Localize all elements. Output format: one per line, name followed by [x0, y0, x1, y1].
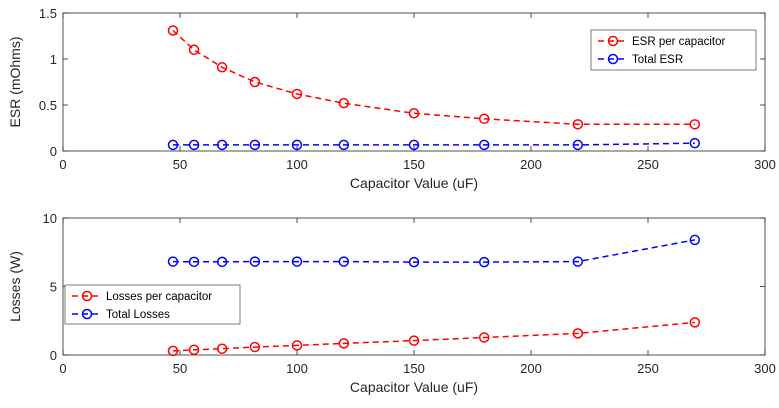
data-point: [216, 256, 228, 268]
y-tick-label: 0.5: [39, 98, 57, 113]
y-axis-label: Losses (W): [7, 251, 23, 322]
x-tick-label: 200: [520, 361, 542, 376]
data-point: [572, 256, 584, 267]
data-point: [689, 317, 701, 328]
y-axis-label: ESR (mOhms): [7, 37, 23, 128]
legend-marker: [81, 290, 93, 302]
data-point: [338, 139, 350, 151]
x-tick-label: 150: [403, 361, 425, 376]
data-point: [689, 234, 701, 246]
series-line: [172, 239, 695, 263]
x-tick-label: 300: [754, 361, 776, 376]
legend-marker: [607, 35, 619, 47]
data-point: [408, 108, 420, 119]
x-tick-label: 100: [286, 361, 308, 376]
series-line: [172, 321, 695, 352]
y-tick-label: 10: [43, 211, 57, 226]
legend-label: Total ESR: [632, 54, 683, 66]
x-tick-label: 0: [59, 157, 66, 172]
data-point: [338, 256, 350, 267]
data-point: [216, 343, 228, 354]
data-point: [689, 137, 701, 149]
x-tick-label: 300: [754, 157, 776, 172]
series-line: [172, 29, 695, 126]
data-point: [167, 256, 179, 267]
legend-label: Total Losses: [106, 309, 170, 321]
x-tick-label: 50: [173, 157, 187, 172]
data-point: [572, 119, 584, 130]
x-tick-label: 200: [520, 157, 542, 172]
legend-box: [64, 284, 241, 325]
x-axis-label: Capacitor Value (uF): [350, 379, 478, 395]
x-axis-label: Capacitor Value (uF): [350, 175, 478, 191]
x-tick-label: 250: [637, 361, 659, 376]
data-point: [249, 341, 261, 353]
losses-plot: 0 50 100 150 200 250 300 0 5 10 Capacitor Value (u…: [7, 211, 776, 395]
x-tick-label: 150: [403, 157, 425, 172]
data-point: [408, 256, 420, 268]
data-point: [167, 139, 179, 151]
data-point: [216, 62, 228, 73]
data-point: [338, 338, 350, 349]
y-tick-label: 5: [50, 280, 57, 295]
data-point: [249, 256, 261, 267]
data-point: [249, 139, 261, 151]
data-point: [291, 88, 303, 100]
data-point: [408, 139, 420, 151]
data-point: [689, 119, 701, 130]
data-point: [291, 256, 303, 267]
data-point: [167, 345, 179, 357]
data-point: [478, 256, 490, 268]
data-point: [338, 97, 350, 109]
legend-marker: [81, 308, 93, 320]
legend-label: ESR per capacitor: [632, 36, 725, 48]
series-line: [173, 142, 695, 146]
data-point: [188, 139, 200, 151]
data-point: [167, 25, 179, 36]
data-point: [572, 328, 584, 339]
legend-label: Losses per capacitor: [106, 291, 212, 303]
data-point: [188, 44, 200, 56]
data-point: [249, 76, 261, 88]
y-tick-label: 1.5: [39, 6, 57, 21]
data-point: [572, 139, 584, 151]
data-point: [188, 256, 200, 268]
y-tick-label: 0: [50, 144, 57, 159]
x-tick-label: 100: [286, 157, 308, 172]
y-tick-label: 1: [50, 52, 57, 67]
data-point: [478, 139, 490, 151]
legend-box: [590, 29, 757, 71]
esr-plot: 0 50 100 150 200 250 300 0 0.5 1 1.5 Capacitor Valu…: [7, 6, 776, 191]
x-tick-label: 0: [59, 361, 66, 376]
data-point: [188, 344, 200, 356]
x-tick-label: 250: [637, 157, 659, 172]
data-point: [478, 332, 490, 343]
legend-marker: [607, 53, 619, 65]
y-tick-label: 0: [50, 348, 57, 363]
data-point: [478, 113, 490, 125]
data-point: [216, 139, 228, 151]
data-point: [291, 340, 303, 351]
x-tick-label: 50: [173, 361, 187, 376]
data-point: [408, 335, 420, 346]
data-point: [291, 139, 303, 151]
